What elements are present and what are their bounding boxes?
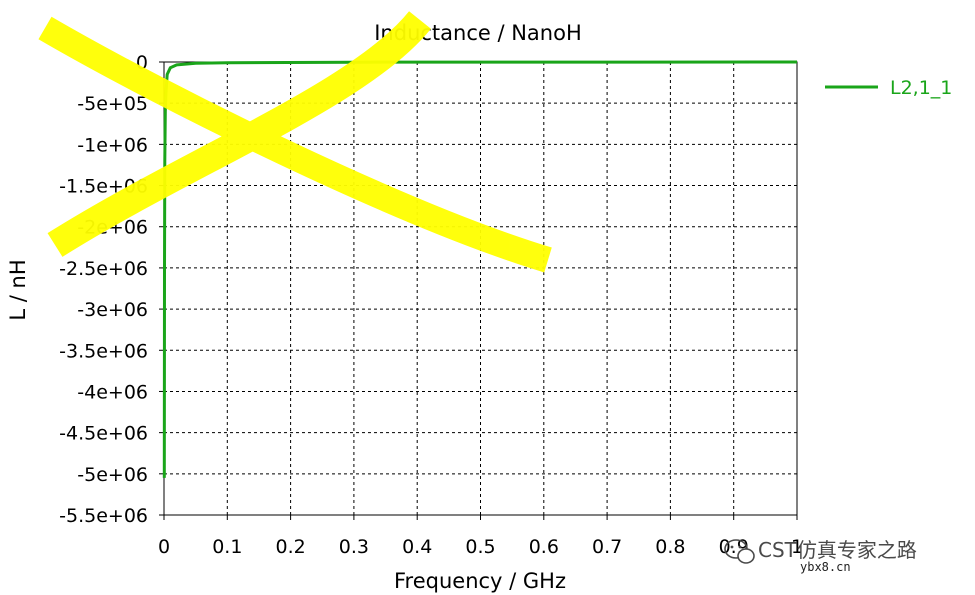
x-ticks: 0 0.1 0.2 0.3 0.4 0.5 0.6 0.7 0.8 0.9 1 [158,515,803,558]
x-tick-label: 0.5 [465,536,495,558]
x-tick-label: 0.4 [402,536,432,558]
y-tick-label: -4e+06 [77,381,148,403]
x-tick-label: 0.3 [339,536,369,558]
watermark: CST仿真专家之路 ybx8.cn [724,538,917,574]
x-tick-label: 0.6 [529,536,559,558]
highlighter-stroke-1 [38,16,552,273]
y-tick-label: -5e+05 [77,93,148,115]
x-tick-label: 0.8 [655,536,685,558]
y-tick-label: -2.5e+06 [59,258,148,280]
x-tick-label: 0.2 [275,536,305,558]
watermark-url: ybx8.cn [800,560,851,574]
y-axis-label: L / nH [6,259,30,320]
highlighter-stroke-2 [47,11,431,257]
highlighter-marks [38,11,552,273]
wechat-icon [724,539,755,564]
y-tick-label: -3e+06 [77,299,148,321]
legend: L2,1_1 [825,77,952,99]
y-tick-label: -3.5e+06 [59,340,148,362]
watermark-text: CST仿真专家之路 [758,538,917,562]
y-tick-label: -1e+06 [77,134,148,156]
y-ticks: 0-5e+05-1e+06-1.5e+06-2e+06-2.5e+06-3e+0… [59,52,164,527]
x-tick-label: 0.7 [592,536,622,558]
x-tick-label: 1 [791,536,803,558]
x-axis-label: Frequency / GHz [394,569,566,593]
y-tick-label: -5e+06 [77,464,148,486]
x-tick-label: 0 [158,536,170,558]
y-tick-label: -4.5e+06 [59,423,148,445]
y-tick-label: -5.5e+06 [59,505,148,527]
legend-label: L2,1_1 [890,77,952,99]
x-tick-label: 0.1 [212,536,242,558]
